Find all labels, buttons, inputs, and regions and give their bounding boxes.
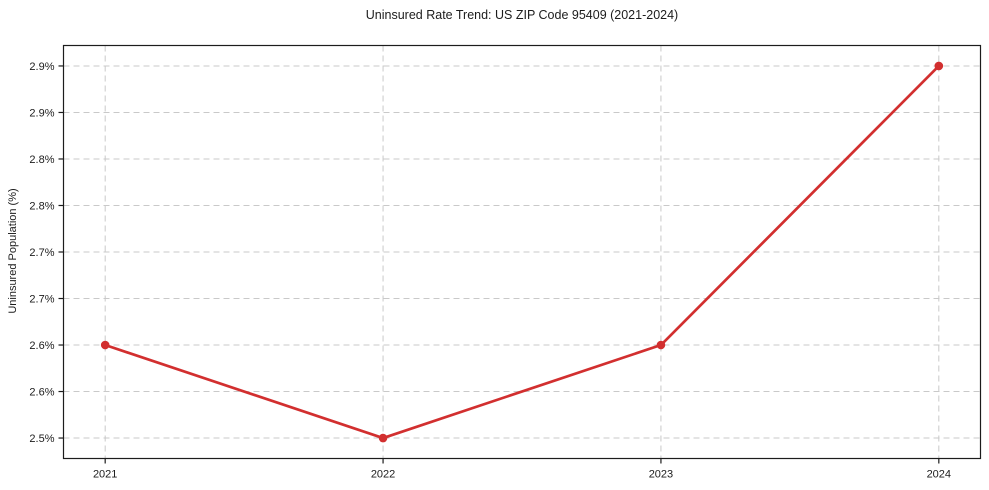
data-point-marker <box>934 61 944 71</box>
x-tick-label: 2024 <box>927 469 951 481</box>
chart-title: Uninsured Rate Trend: US ZIP Code 95409 … <box>365 8 679 22</box>
y-tick-label: 2.5% <box>29 433 54 445</box>
y-tick-label: 2.9% <box>29 61 54 73</box>
x-tick-label: 2021 <box>93 469 117 481</box>
y-tick-label: 2.7% <box>29 294 54 306</box>
y-tick-label: 2.6% <box>29 340 54 352</box>
y-tick-label: 2.8% <box>29 154 54 166</box>
y-tick-label: 2.7% <box>29 247 54 259</box>
data-point-marker <box>656 340 666 350</box>
trend-line <box>103 64 941 440</box>
data-point-marker <box>378 433 388 443</box>
plot-border <box>62 44 982 460</box>
y-tick-label: 2.6% <box>29 387 54 399</box>
y-tick-label: 2.9% <box>29 107 54 119</box>
x-tick-label: 2023 <box>649 469 673 481</box>
y-tick-label: 2.8% <box>29 200 54 212</box>
x-tick-label: 2022 <box>371 469 395 481</box>
data-point-marker <box>100 340 110 350</box>
